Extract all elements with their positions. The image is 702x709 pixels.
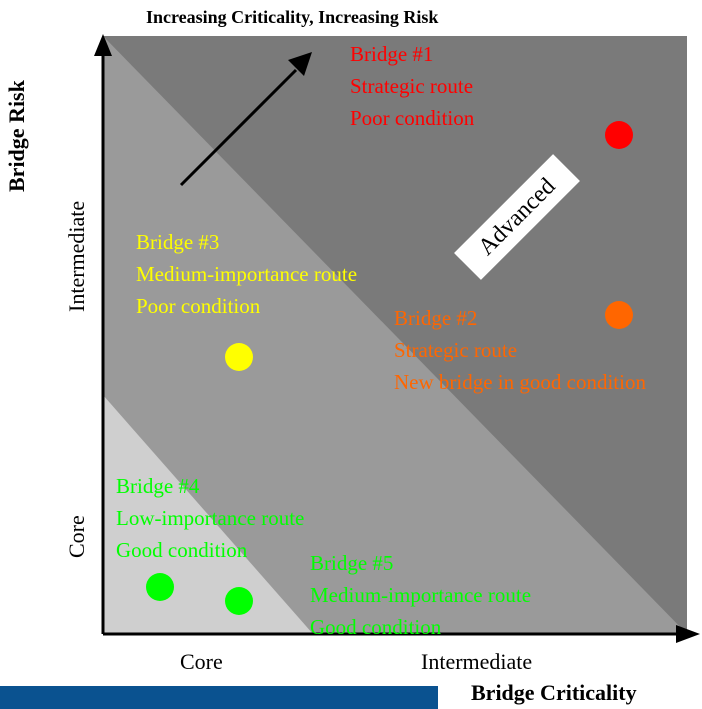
bridge-4-dot bbox=[146, 573, 174, 601]
bridge-2-name: Bridge #2 bbox=[394, 302, 646, 334]
x-axis-arrowhead bbox=[676, 625, 700, 643]
bridge-5-route: Medium-importance route bbox=[310, 579, 531, 611]
y-tick-core: Core bbox=[66, 515, 88, 558]
bridge-4-route: Low-importance route bbox=[116, 502, 304, 534]
bridge-3-label: Bridge #3 Medium-importance route Poor c… bbox=[136, 226, 357, 322]
y-tick-intermediate: Intermediate bbox=[66, 201, 88, 312]
x-axis-title: Bridge Criticality bbox=[471, 682, 637, 704]
bridge-1-name: Bridge #1 bbox=[350, 38, 474, 70]
footer-bar bbox=[0, 686, 438, 709]
bridge-2-route: Strategic route bbox=[394, 334, 646, 366]
bridge-2-label: Bridge #2 Strategic route New bridge in … bbox=[394, 302, 646, 398]
bridge-3-condition: Poor condition bbox=[136, 290, 357, 322]
bridge-4-name: Bridge #4 bbox=[116, 470, 304, 502]
bridge-1-condition: Poor condition bbox=[350, 102, 474, 134]
bridge-1-dot bbox=[605, 121, 633, 149]
bridge-5-name: Bridge #5 bbox=[310, 547, 531, 579]
bridge-4-condition: Good condition bbox=[116, 534, 304, 566]
bridge-3-name: Bridge #3 bbox=[136, 226, 357, 258]
bridge-5-condition: Good condition bbox=[310, 611, 531, 643]
bridge-3-route: Medium-importance route bbox=[136, 258, 357, 290]
bridge-5-dot bbox=[225, 587, 253, 615]
trend-caption: Increasing Criticality, Increasing Risk bbox=[146, 8, 438, 26]
bridge-5-label: Bridge #5 Medium-importance route Good c… bbox=[310, 547, 531, 643]
y-axis-title: Bridge Risk bbox=[6, 80, 28, 192]
bridge-4-label: Bridge #4 Low-importance route Good cond… bbox=[116, 470, 304, 566]
bridge-3-dot bbox=[225, 343, 253, 371]
x-tick-core: Core bbox=[180, 651, 223, 673]
bridge-1-route: Strategic route bbox=[350, 70, 474, 102]
bridge-1-label: Bridge #1 Strategic route Poor condition bbox=[350, 38, 474, 134]
bridge-2-condition: New bridge in good condition bbox=[394, 366, 646, 398]
x-tick-intermediate: Intermediate bbox=[421, 651, 532, 673]
